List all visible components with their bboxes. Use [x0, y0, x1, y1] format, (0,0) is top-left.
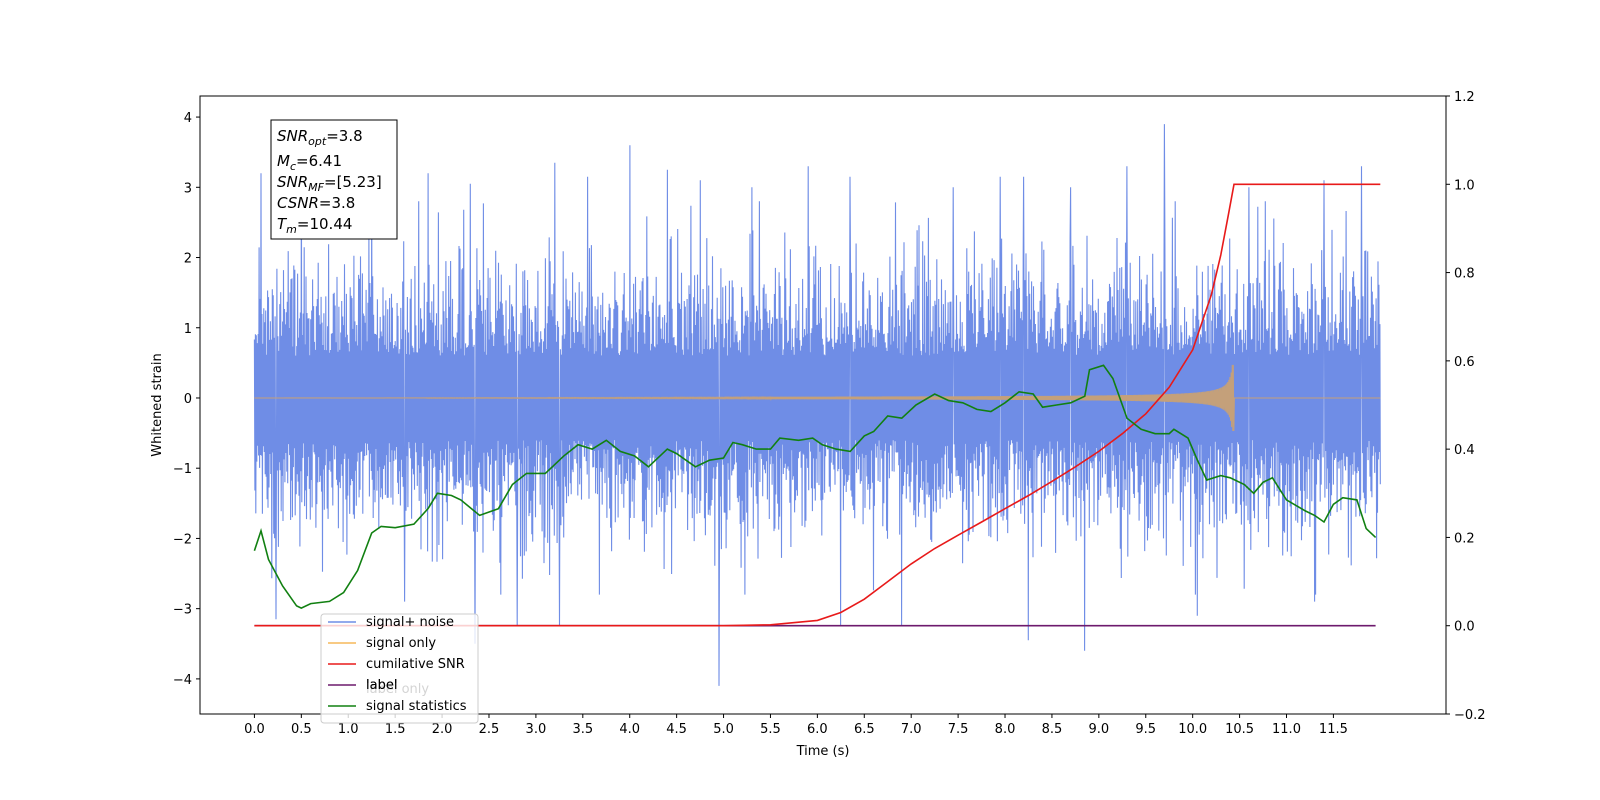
y-tick-label: 2 [184, 252, 192, 267]
y-axis-right: −0.2 0.0 0.2 0.4 0.6 0.8 1.0 1.2 [1446, 90, 1486, 723]
y-tick-label: 1 [184, 322, 192, 337]
legend: signal+ noise signal only cumilative SNR la… [320, 613, 479, 724]
info-snr-opt: SNRopt=3.8 [277, 127, 363, 148]
y-axis-label: Whitened strain [150, 353, 165, 456]
x-tick-label: 8.0 [995, 722, 1016, 737]
x-tick-label: 0.5 [291, 722, 312, 737]
x-tick-label: 1.5 [385, 722, 406, 737]
y-tick-label: −2 [173, 532, 192, 547]
x-tick-label: 0.0 [244, 722, 265, 737]
series-signal-noise-line [253, 124, 1381, 686]
info-mc: Mc=6.41 [277, 152, 342, 173]
legend-entry: signal statistics [366, 699, 467, 714]
x-tick-label: 3.5 [572, 722, 593, 737]
info-box: SNRopt=3.8 Mc=6.41 SNRMF=[5.23] CSNR=3.8… [270, 119, 398, 240]
x-tick-label: 10.0 [1178, 722, 1207, 737]
legend-entry: label [366, 678, 397, 693]
y2-tick-label: 1.0 [1454, 178, 1475, 193]
x-tick-label: 9.0 [1089, 722, 1110, 737]
y-tick-label: 0 [184, 392, 192, 407]
legend-entry: signal only [366, 636, 436, 651]
y-tick-label: 3 [184, 181, 192, 196]
x-tick-label: 7.0 [901, 722, 922, 737]
y2-tick-label: 0.2 [1454, 531, 1475, 546]
legend-frame [320, 613, 479, 724]
plot-frame [199, 95, 1447, 715]
series-cumulative-snr-line [254, 183, 1381, 627]
y-tick-label: 4 [184, 111, 192, 126]
series-signal-statistics-line [253, 364, 1377, 609]
x-tick-label: 6.0 [807, 722, 828, 737]
legend-entry: signal+ noise [366, 615, 454, 630]
x-axis: 0.0 0.5 1.0 1.5 2.0 2.5 3.0 3.5 4.0 4.5 5.0 5.5 6.0 6… [244, 714, 1348, 737]
y-tick-label: −4 [173, 673, 192, 688]
info-box-frame [270, 119, 398, 240]
y-tick-label: −1 [173, 462, 192, 477]
info-csnr: CSNR=3.8 [277, 194, 355, 212]
x-tick-label: 11.0 [1272, 722, 1301, 737]
x-tick-label: 5.5 [760, 722, 781, 737]
x-tick-label: 10.5 [1225, 722, 1254, 737]
x-tick-label: 5.0 [713, 722, 734, 737]
x-tick-label: 1.0 [338, 722, 359, 737]
x-tick-label: 2.0 [432, 722, 453, 737]
y2-tick-label: −0.2 [1454, 708, 1486, 723]
info-snr-mf: SNRMF=[5.23] [277, 173, 382, 194]
series-signal-only-line [254, 364, 1381, 432]
legend-entry: cumilative SNR [366, 657, 465, 672]
x-tick-label: 6.5 [854, 722, 875, 737]
x-tick-label: 2.5 [479, 722, 500, 737]
y-tick-label: −3 [173, 603, 192, 618]
x-tick-label: 3.0 [526, 722, 547, 737]
legend-entry: label [366, 678, 397, 693]
info-tm: Tm=10.44 [277, 215, 352, 236]
legend-entry-ghost: label only [366, 682, 429, 697]
y2-tick-label: 1.2 [1454, 90, 1475, 105]
y-axis-left: −4 −3 −2 −1 0 1 2 3 4 [173, 111, 200, 688]
x-tick-label: 8.5 [1042, 722, 1063, 737]
x-tick-label: 7.5 [948, 722, 969, 737]
x-tick-label: 4.5 [666, 722, 687, 737]
y2-tick-label: 0.0 [1454, 620, 1475, 635]
series-layer [253, 124, 1381, 686]
x-tick-label: 4.0 [619, 722, 640, 737]
y2-tick-label: 0.4 [1454, 443, 1475, 458]
y2-tick-label: 0.6 [1454, 355, 1475, 370]
y2-tick-label: 0.8 [1454, 267, 1475, 282]
x-tick-label: 9.5 [1135, 722, 1156, 737]
x-tick-label: 11.5 [1319, 722, 1348, 737]
x-axis-label: Time (s) [796, 744, 850, 759]
